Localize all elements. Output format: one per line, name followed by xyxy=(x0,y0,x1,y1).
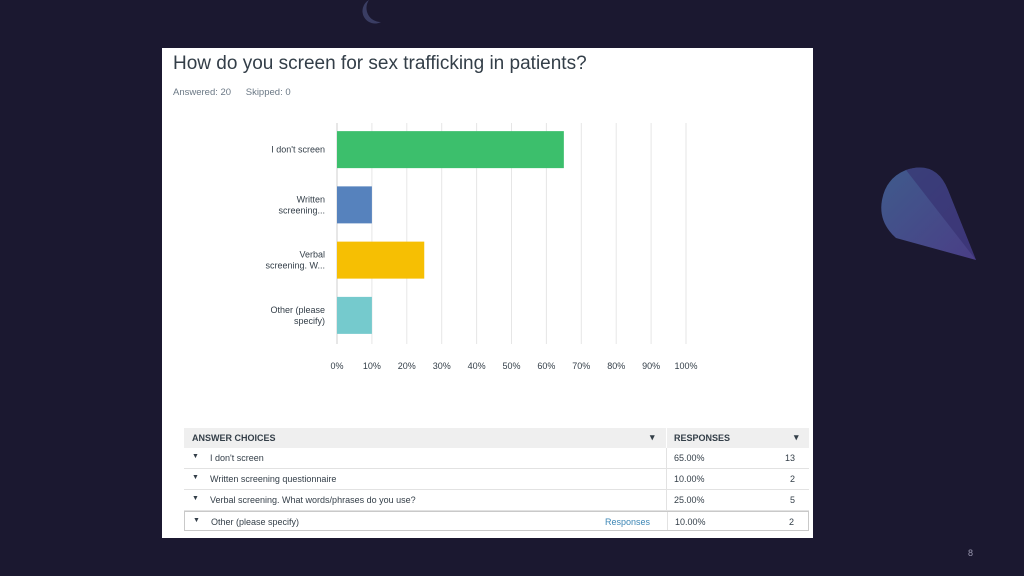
response-count: 2 xyxy=(788,517,794,527)
answer-table: ANSWER CHOICES ▾ RESPONSES ▾ ▼ I don't s… xyxy=(184,428,809,531)
column-divider xyxy=(667,512,668,530)
bar-chart: 0% 10% 20% 30% 40% 50% 60% 70% 80% 90% 100% I don't… xyxy=(265,123,698,371)
table-header: ANSWER CHOICES ▾ RESPONSES ▾ xyxy=(184,428,809,448)
bar xyxy=(337,131,564,169)
response-count: 2 xyxy=(789,474,795,484)
sort-caret-icon[interactable]: ▾ xyxy=(650,432,655,442)
expand-arrow-icon[interactable]: ▼ xyxy=(192,474,199,481)
answer-choices-header[interactable]: ANSWER CHOICES xyxy=(192,433,276,443)
table-row[interactable]: ▼ Verbal screening. What words/phrases d… xyxy=(184,490,809,511)
x-tick-label: 20% xyxy=(398,361,416,371)
category-label: Written xyxy=(297,194,325,204)
response-count: 13 xyxy=(784,453,795,463)
x-tick-label: 10% xyxy=(363,361,381,371)
expand-arrow-icon[interactable]: ▼ xyxy=(193,517,200,524)
category-label: screening. W... xyxy=(265,261,325,271)
responses-link[interactable]: Responses xyxy=(605,517,651,527)
table-row[interactable]: ▼ I don't screen 65.00% 13 xyxy=(184,448,809,469)
table-row[interactable]: ▼ Other (please specify) Responses 10.00… xyxy=(184,511,809,531)
response-summary: Answered: 20 Skipped: 0 xyxy=(173,87,303,98)
moon-decoration-bottom xyxy=(930,499,955,528)
response-percent: 25.00% xyxy=(674,495,705,505)
answer-label: Other (please specify) xyxy=(211,517,300,527)
bar xyxy=(337,186,372,224)
cone-decoration xyxy=(881,167,976,260)
category-label: specify) xyxy=(294,316,325,326)
survey-card: How do you screen for sex trafficking in… xyxy=(162,48,813,538)
sort-caret-icon[interactable]: ▾ xyxy=(794,432,799,442)
answer-label: Verbal screening. What words/phrases do … xyxy=(210,495,416,505)
x-tick-label: 40% xyxy=(468,361,486,371)
response-percent: 65.00% xyxy=(674,453,705,463)
x-tick-label: 60% xyxy=(537,361,555,371)
x-tick-label: 90% xyxy=(642,361,660,371)
response-percent: 10.00% xyxy=(674,474,705,484)
response-percent: 10.00% xyxy=(675,517,706,527)
category-label: Verbal xyxy=(299,250,325,260)
category-label: I don't screen xyxy=(271,145,325,155)
expand-arrow-icon[interactable]: ▼ xyxy=(192,453,199,460)
moon-decoration-top xyxy=(362,0,381,24)
column-divider xyxy=(666,490,667,510)
skipped-count: Skipped: 0 xyxy=(245,87,291,98)
answer-label: I don't screen xyxy=(210,453,264,463)
x-tick-label: 80% xyxy=(607,361,625,371)
question-title: How do you screen for sex trafficking in… xyxy=(173,53,587,74)
responses-header[interactable]: RESPONSES xyxy=(674,433,731,443)
column-divider xyxy=(666,448,667,468)
response-count: 5 xyxy=(789,495,795,505)
bar xyxy=(337,296,372,334)
x-tick-label: 70% xyxy=(572,361,590,371)
x-tick-label: 0% xyxy=(330,361,343,371)
column-divider xyxy=(666,469,667,489)
header-divider xyxy=(666,428,667,448)
page-number: 8 xyxy=(968,548,974,558)
bar xyxy=(337,241,425,279)
x-tick-label: 50% xyxy=(502,361,520,371)
category-label: screening... xyxy=(278,205,325,215)
x-tick-label: 100% xyxy=(674,361,697,371)
answer-label: Written screening questionnaire xyxy=(210,474,337,484)
table-row[interactable]: ▼ Written screening questionnaire 10.00%… xyxy=(184,469,809,490)
expand-arrow-icon[interactable]: ▼ xyxy=(192,495,199,502)
answered-count: Answered: 20 xyxy=(173,87,232,98)
x-tick-label: 30% xyxy=(433,361,451,371)
category-label: Other (please xyxy=(270,305,325,315)
